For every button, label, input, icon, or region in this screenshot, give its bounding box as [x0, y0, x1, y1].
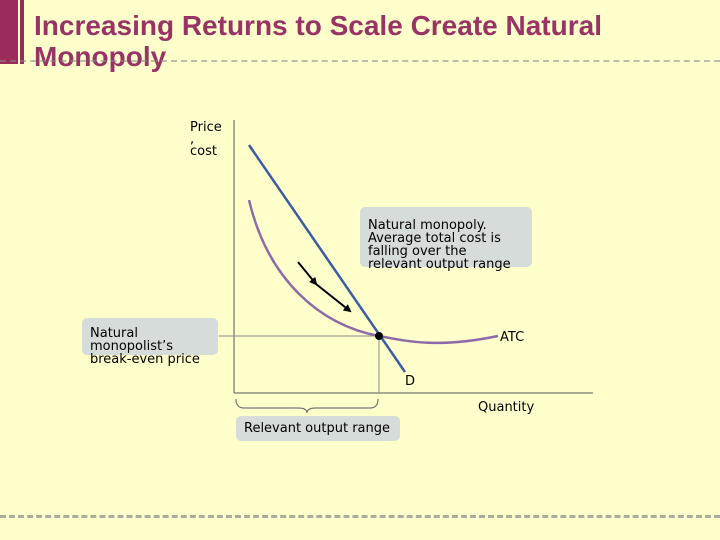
natural-monopoly-callout: Natural monopoly. Average total cost is …: [360, 207, 532, 271]
y-axis-label-line3: cost: [190, 144, 217, 159]
callout-line: monopolist’s: [90, 339, 174, 354]
y-axis-label-line2: ,: [190, 132, 195, 147]
break-even-price-callout: Natural monopolist’s break-even price: [82, 318, 218, 366]
callout-line: Natural: [90, 326, 138, 341]
relevant-output-range-callout: Relevant output range: [236, 416, 400, 441]
x-axis-label: Quantity: [478, 400, 535, 415]
demand-curve-label: D: [405, 374, 416, 389]
falling-cost-arrow-1: [297, 261, 318, 286]
title-divider: [0, 60, 720, 62]
y-axis-label: Price , cost: [190, 121, 222, 159]
footer-divider: [0, 515, 720, 518]
atc-curve: [247, 199, 499, 345]
callout-line: Average total cost is: [368, 231, 501, 246]
callout-line: Natural monopoly.: [368, 218, 487, 233]
falling-cost-arrow-2: [315, 283, 352, 313]
callout-line: break-even price: [90, 352, 200, 367]
atc-curve-label: ATC: [500, 330, 525, 345]
output-range-brace: [235, 398, 379, 414]
y-axis-label-line1: Price: [190, 120, 222, 135]
accent-bar-thin: [20, 0, 24, 64]
accent-bar: [0, 0, 18, 64]
break-even-point: [375, 332, 383, 340]
callout-line: Relevant output range: [244, 421, 390, 436]
callout-line: falling over the: [368, 244, 467, 259]
slide-title: Increasing Returns to Scale Create Natur…: [34, 10, 602, 72]
callout-line: relevant output range: [368, 257, 511, 272]
